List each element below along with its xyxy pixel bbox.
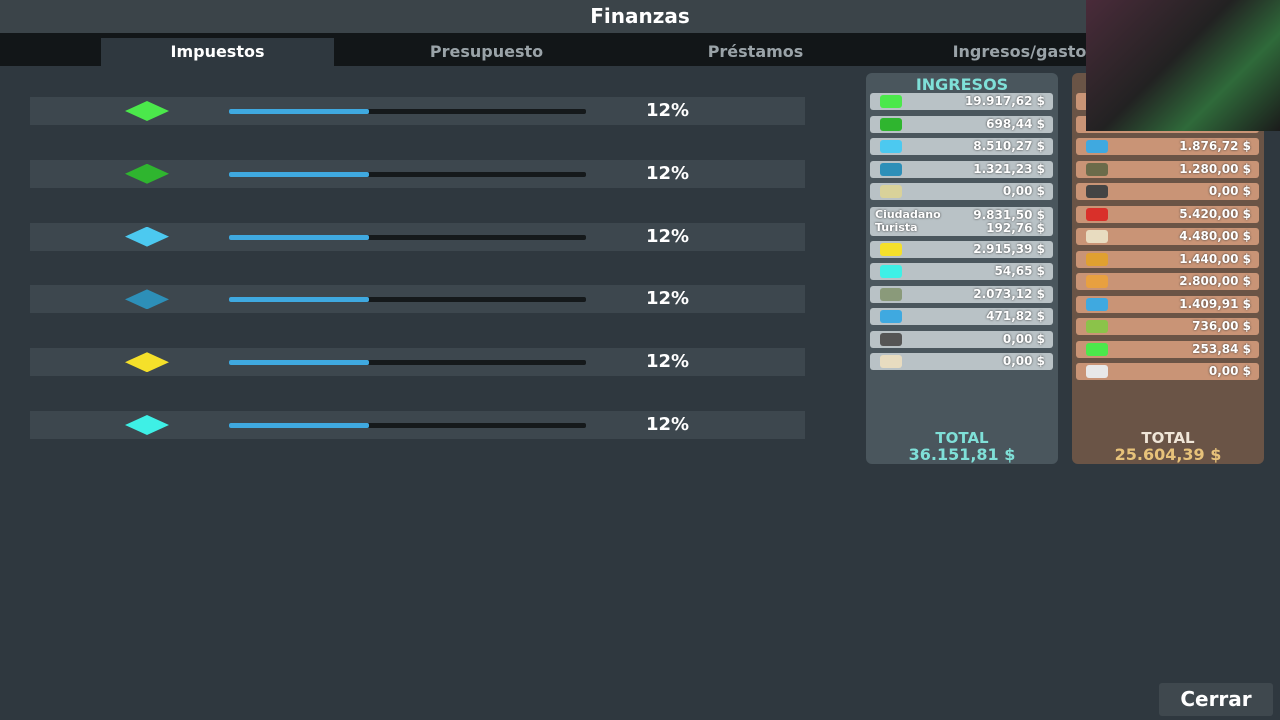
tax-slider[interactable] [229,360,586,366]
row-icon [880,332,902,346]
tax-icon [125,101,169,121]
row-icon [1086,140,1108,153]
tab[interactable]: Presupuesto [429,42,544,61]
income-row: 8.510,27 $ [870,138,1053,155]
tax-icon [125,163,169,184]
slider-fill [229,297,369,303]
row-icon [880,355,902,368]
tab[interactable]: Préstamos [707,42,804,61]
income-row: 1.321,23 $ [870,160,1053,178]
tax-rate: 12% [645,225,690,247]
income-row: 2.073,12 $ [870,285,1053,303]
row-icon [1086,162,1108,176]
expense-row: 0,00 $ [1076,363,1259,380]
row-icon [880,310,902,323]
tax-icon [125,226,169,247]
total-value: 25.604,39 $ [1114,445,1222,464]
row-icon [880,265,902,278]
income-row: 54,65 $ [870,263,1053,280]
tax-rate: 12% [645,162,690,184]
income-row: Ciudadano 9.831,50 $ Turista 192,76 $ [870,206,1053,236]
tax-icon [125,415,169,435]
tax-rate: 12% [645,288,690,310]
slider-fill [229,171,369,177]
income-row: 0,00 $ [870,353,1053,370]
row-icon [1086,297,1108,311]
tax-row: 12% [30,411,805,439]
tax-slider[interactable] [229,297,586,303]
webcam-overlay [1086,0,1280,131]
tax-row: 12% [30,159,805,188]
row-value: 192,76 $ [986,220,1045,235]
row-label: Ciudadano [875,207,941,221]
expense-row: 0,00 $ [1076,183,1259,200]
row-icon [1086,365,1108,378]
tax-slider[interactable] [229,171,586,177]
income-title: INGRESOS [915,75,1009,94]
row-icon [880,117,902,131]
income-row: 0,00 $ [870,183,1053,200]
expense-row: 1.280,00 $ [1076,160,1259,178]
row-icon [880,287,902,301]
tax-icon [125,352,169,373]
total-label: TOTAL [1141,429,1195,447]
expense-row: 5.420,00 $ [1076,205,1259,223]
row-value: 9.831,50 $ [973,207,1045,222]
tax-row: 12% [30,285,805,314]
tax-rate: 12% [645,100,690,121]
expense-row: 1.876,72 $ [1076,138,1259,155]
income-row: 471,82 $ [870,308,1053,325]
expense-row: 1.440,00 $ [1076,250,1259,268]
expenses-panel: 1.876,72 $ 1.280,00 $ 0,00 $ 5.420,00 $ 4.48… [1072,73,1264,464]
expense-row: 253,84 $ [1076,340,1259,358]
tax-icon [125,289,169,310]
tab[interactable]: Ingresos/gasto [952,42,1087,61]
income-row: 19.917,62 $ [870,93,1053,110]
tax-row: 12% [30,348,805,377]
tax-rate: 12% [645,414,690,435]
slider-fill [229,423,369,428]
expense-row: 4.480,00 $ [1076,228,1259,245]
tax-slider[interactable] [229,234,586,240]
row-icon [1086,342,1108,356]
expense-row: 736,00 $ [1076,318,1259,335]
row-icon [1086,275,1108,288]
income-row: 0,00 $ [870,330,1053,348]
income-row: 698,44 $ [870,115,1053,133]
total-label: TOTAL [935,429,989,447]
row-icon [880,242,902,256]
slider-fill [229,360,369,366]
row-label: Turista [875,220,918,234]
expense-row: 2.800,00 $ [1076,273,1259,290]
row-icon [880,162,902,176]
slider-fill [229,234,369,240]
total-value: 36.151,81 $ [908,445,1016,464]
income-panel: INGRESOS 19.917,62 $ 698,44 $ 8.510,27 $ 1.3… [866,73,1058,464]
slider-fill [229,109,369,114]
window-title: Finanzas [0,0,1280,33]
close-button[interactable]: Cerrar [1159,683,1273,716]
income-row: 2.915,39 $ [870,240,1053,258]
row-icon [1086,252,1108,266]
expense-row: 1.409,91 $ [1076,295,1259,313]
tax-rate: 12% [645,351,690,373]
tax-row: 12% [30,97,805,125]
row-icon [1086,230,1108,243]
row-icon [880,140,902,153]
tax-row: 12% [30,222,805,251]
row-icon [1086,207,1108,221]
row-icon [880,95,902,108]
row-icon [880,185,902,198]
tax-slider[interactable] [229,423,586,428]
tax-slider[interactable] [229,109,586,114]
row-icon [1086,185,1108,198]
tab[interactable]: Impuestos [101,38,334,66]
row-icon [1086,320,1108,333]
